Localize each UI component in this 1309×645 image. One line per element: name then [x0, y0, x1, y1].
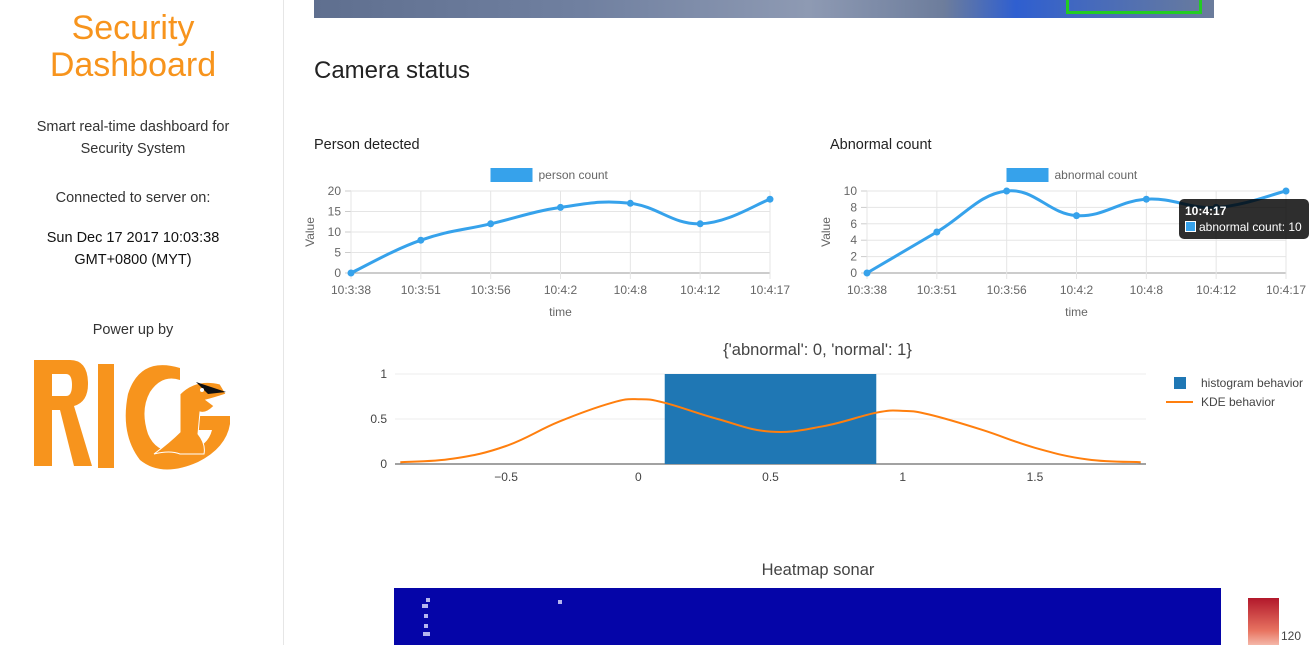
- x-tick-label: 10:3:56: [987, 283, 1027, 297]
- data-point: [1003, 187, 1011, 195]
- camera-feed-image: [314, 0, 1214, 18]
- x-axis-label: time: [1065, 305, 1088, 319]
- legend-label-histogram: histogram behavior: [1201, 376, 1303, 390]
- connected-label: Connected to server on:: [55, 190, 211, 206]
- person-detected-chart: person count 0 5 10 15 20 10:3:38 10:3:51 10:3:5…: [303, 168, 790, 319]
- y-tick-label: 10: [328, 225, 342, 239]
- x-tick-label: 10:4:17: [750, 283, 790, 297]
- data-point: [1142, 195, 1150, 203]
- x-tick-label: 10:4:17: [1266, 283, 1306, 297]
- tooltip-swatch: [1185, 221, 1196, 232]
- histogram-bar: [664, 374, 877, 464]
- tagline: Smart real-time dashboard for Security S…: [0, 116, 266, 160]
- y-tick-label: 20: [328, 184, 342, 198]
- main-content: Camera status Person detected Abnormal c…: [285, 0, 1309, 645]
- data-point: [863, 269, 871, 277]
- data-point: [417, 236, 425, 244]
- y-tick-label: 10: [844, 184, 858, 198]
- tooltip-title: 10:4:17: [1185, 204, 1227, 218]
- tagline-line1: Smart real-time dashboard for: [36, 119, 230, 135]
- x-tick-label: 1.5: [1027, 470, 1044, 484]
- abnormal-chart-title: Abnormal count: [830, 137, 932, 153]
- x-tick-label: 1: [899, 470, 906, 484]
- data-point: [696, 220, 704, 228]
- legend-label-kde: KDE behavior: [1201, 395, 1275, 409]
- data-point: [487, 220, 495, 228]
- data-point: [1282, 187, 1290, 195]
- y-tick-label: 0.5: [370, 412, 387, 426]
- abnormal-count-chart: abnormal count 0 2 4 6 8 10 10:3:38 10:3:51 10:3:…: [819, 168, 1306, 319]
- colorbar-label: 120: [1281, 629, 1302, 643]
- legend-label: abnormal count: [1055, 168, 1138, 182]
- x-axis-label: time: [549, 305, 572, 319]
- connected-time-line1: Sun Dec 17 2017 10:03:38: [46, 230, 220, 246]
- x-tick-label: 10:4:2: [1060, 283, 1094, 297]
- legend-swatch-histogram: [1174, 377, 1186, 389]
- legend-swatch: [1006, 168, 1049, 182]
- data-point: [557, 203, 564, 211]
- tagline-line2: Security System: [80, 141, 186, 157]
- sidebar: Security Dashboard Smart real-time dashb…: [0, 0, 284, 645]
- legend-label: person count: [539, 168, 609, 182]
- y-tick-label: 5: [334, 246, 341, 260]
- data-point: [933, 228, 941, 236]
- y-tick-label: 2: [850, 250, 857, 264]
- x-tick-label: −0.5: [494, 470, 518, 484]
- app-title-line1: Security: [71, 9, 195, 47]
- x-tick-label: 10:4:8: [1130, 283, 1164, 297]
- rig-logo: [34, 360, 230, 470]
- y-tick-label: 4: [850, 233, 857, 247]
- tooltip-body: abnormal count: 10: [1199, 220, 1302, 234]
- y-tick-label: 0: [850, 266, 857, 280]
- y-tick-label: 1: [380, 367, 387, 381]
- power-label: Power up by: [92, 322, 174, 338]
- heatmap-colorbar: [1248, 598, 1279, 645]
- y-tick-label: 6: [850, 217, 857, 231]
- y-axis-label: Value: [819, 217, 833, 247]
- behavior-chart-title: {'abnormal': 0, 'normal': 1}: [723, 341, 912, 359]
- x-tick-label: 10:3:38: [847, 283, 887, 297]
- data-point: [626, 199, 634, 207]
- y-axis-label: Value: [303, 217, 317, 247]
- person-chart-title: Person detected: [314, 137, 420, 153]
- app-title-line2: Dashboard: [49, 46, 217, 84]
- heatmap-title: Heatmap sonar: [761, 561, 875, 579]
- y-tick-label: 0: [334, 266, 341, 280]
- data-point: [347, 269, 355, 277]
- x-tick-label: 10:4:2: [544, 283, 578, 297]
- x-tick-label: 10:3:51: [401, 283, 441, 297]
- x-tick-label: 0.5: [762, 470, 779, 484]
- x-tick-label: 10:3:38: [331, 283, 371, 297]
- x-tick-label: 10:4:12: [680, 283, 720, 297]
- chart-tooltip: 10:4:17 abnormal count: 10: [1179, 199, 1309, 239]
- connected-time-line2: GMT+0800 (MYT): [74, 252, 192, 268]
- sonar-heatmap: [394, 588, 1221, 645]
- data-point: [766, 195, 774, 203]
- y-tick-label: 15: [328, 205, 342, 219]
- x-tick-label: 10:4:12: [1196, 283, 1236, 297]
- y-tick-label: 0: [380, 457, 387, 471]
- connected-time: Sun Dec 17 2017 10:03:38 GMT+0800 (MYT): [0, 227, 266, 271]
- kde-line: [400, 398, 1141, 464]
- detection-box: [1066, 0, 1202, 14]
- x-tick-label: 10:3:51: [917, 283, 957, 297]
- section-title: Camera status: [314, 57, 471, 84]
- data-point: [1073, 212, 1080, 220]
- y-tick-label: 8: [850, 200, 857, 214]
- x-tick-label: 10:3:56: [471, 283, 511, 297]
- x-tick-label: 10:4:8: [614, 283, 648, 297]
- behavior-histogram-chart: {'abnormal': 0, 'normal': 1} 0 0.5 1 −0.5 0 0.…: [370, 341, 1303, 484]
- legend-swatch: [490, 168, 533, 182]
- app-title: Security Dashboard: [0, 10, 266, 84]
- x-tick-label: 0: [635, 470, 642, 484]
